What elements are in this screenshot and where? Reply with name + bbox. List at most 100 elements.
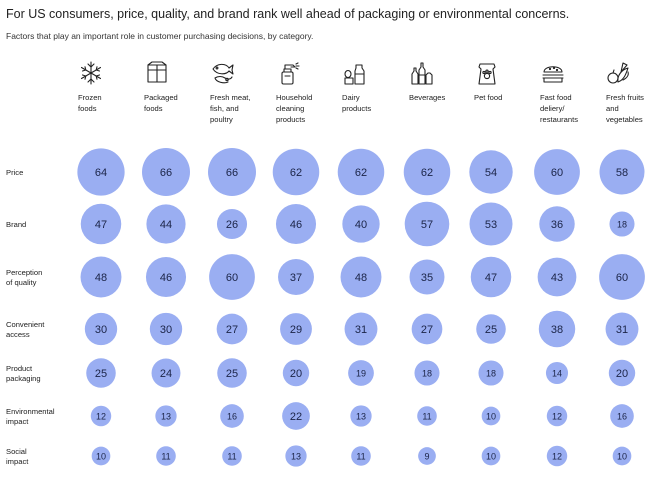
value-bubble — [538, 310, 576, 348]
value-bubble — [220, 404, 244, 428]
value-bubble — [414, 360, 440, 386]
value-label: 66 — [226, 167, 238, 179]
value-label: 9 — [424, 451, 429, 461]
value-label: 11 — [227, 451, 236, 461]
value-label: 53 — [485, 219, 497, 231]
value-label: 12 — [552, 411, 562, 421]
value-label: 40 — [355, 219, 367, 231]
value-bubble — [278, 259, 314, 295]
value-label: 18 — [617, 219, 627, 229]
value-label: 30 — [95, 324, 107, 336]
value-bubble — [90, 405, 112, 427]
value-bubble — [469, 202, 513, 246]
value-bubble — [222, 446, 242, 466]
value-label: 13 — [161, 411, 171, 421]
value-bubble — [539, 206, 575, 242]
value-label: 43 — [551, 272, 563, 284]
package-box-icon — [147, 61, 167, 83]
value-bubble — [344, 312, 378, 346]
value-bubble — [469, 150, 513, 194]
row-label: Environmental impact — [6, 407, 55, 426]
row-label: Convenient access — [6, 320, 45, 339]
value-label: 30 — [160, 324, 172, 336]
row-label: Social impact — [6, 447, 29, 466]
value-bubble — [534, 149, 580, 195]
value-label: 27 — [421, 324, 433, 336]
value-label: 36 — [551, 219, 563, 231]
value-label: 31 — [355, 324, 367, 336]
bottles-icon — [411, 62, 433, 85]
value-label: 48 — [355, 272, 367, 284]
value-bubble — [350, 405, 372, 427]
value-bubble — [216, 208, 248, 240]
category-label: Packaged foods — [144, 93, 178, 113]
value-label: 18 — [422, 368, 432, 378]
value-label: 46 — [160, 272, 172, 284]
value-bubble — [91, 446, 111, 466]
value-bubble — [282, 359, 310, 387]
burger-icon — [542, 66, 564, 83]
dairy-icon — [344, 64, 365, 85]
value-bubble — [149, 312, 183, 346]
value-bubble — [470, 256, 512, 298]
value-label: 64 — [95, 167, 107, 179]
fish-meat-icon — [212, 63, 234, 84]
value-label: 10 — [486, 451, 496, 461]
category-label: Fresh meat, fish, and poultry — [210, 93, 251, 124]
value-label: 47 — [485, 272, 497, 284]
value-bubble — [417, 406, 437, 426]
value-bubble — [145, 256, 187, 298]
category-label: Beverages — [409, 93, 446, 102]
spray-bottle-icon — [281, 62, 300, 85]
value-label: 58 — [616, 167, 628, 179]
value-bubble — [80, 256, 122, 298]
value-label: 12 — [96, 411, 106, 421]
value-bubble — [77, 148, 125, 196]
row-label: Brand — [6, 220, 26, 229]
value-label: 62 — [355, 167, 367, 179]
value-bubble — [272, 148, 320, 196]
value-bubble — [609, 211, 635, 237]
value-label: 16 — [617, 411, 627, 421]
value-label: 19 — [356, 368, 366, 378]
value-label: 27 — [226, 324, 238, 336]
value-label: 25 — [95, 368, 107, 380]
value-bubble — [537, 257, 577, 297]
value-bubble — [545, 361, 569, 385]
value-bubble — [337, 148, 385, 196]
row-label: Perception of quality — [6, 268, 42, 287]
value-bubble — [275, 203, 317, 245]
snowflake-icon — [80, 61, 102, 85]
category-label: Pet food — [474, 93, 502, 102]
value-bubble — [409, 259, 445, 295]
value-bubble — [342, 205, 380, 243]
value-label: 60 — [226, 272, 238, 284]
value-label: 14 — [552, 368, 562, 378]
value-label: 11 — [356, 451, 365, 461]
value-bubble — [146, 204, 186, 244]
value-bubble — [599, 149, 645, 195]
value-bubble — [208, 148, 256, 196]
value-bubble — [217, 358, 247, 388]
value-label: 10 — [617, 451, 627, 461]
value-bubble — [605, 312, 639, 346]
value-bubble — [599, 254, 645, 300]
value-label: 22 — [290, 411, 302, 423]
value-label: 29 — [290, 324, 302, 336]
value-bubble — [351, 446, 371, 466]
value-bubble — [151, 358, 181, 388]
value-bubble — [612, 446, 632, 466]
value-bubble — [280, 313, 312, 345]
value-bubble — [348, 360, 374, 386]
value-label: 11 — [161, 451, 170, 461]
fruits-vegetables-icon — [607, 62, 629, 84]
value-bubble — [610, 404, 634, 428]
value-bubble — [404, 201, 450, 247]
value-bubble — [476, 314, 506, 344]
value-bubble — [608, 359, 636, 387]
value-label: 60 — [616, 272, 628, 284]
row-label: Product packaging — [6, 364, 41, 383]
value-bubble — [86, 358, 116, 388]
value-bubble — [481, 406, 501, 426]
